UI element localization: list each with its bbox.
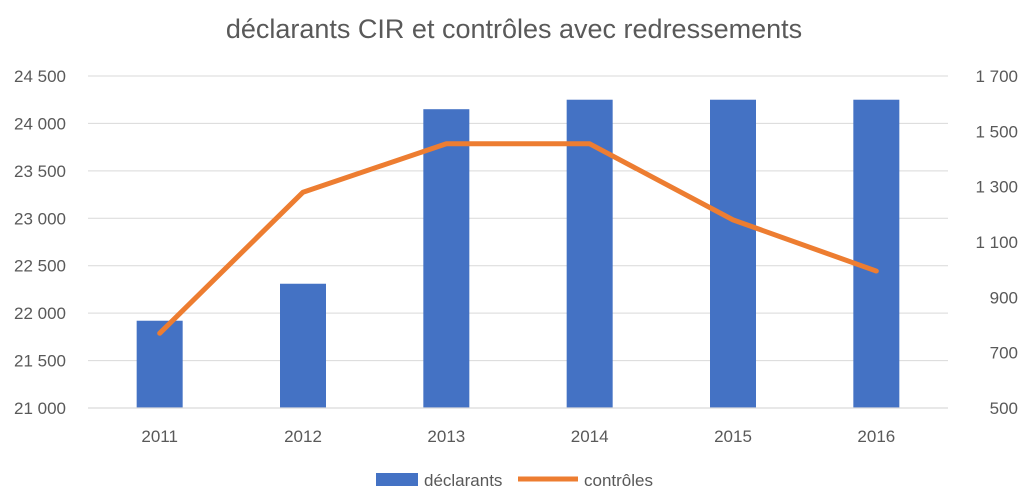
x-axis: 2011 2012 2013 2014 2015 2016: [88, 407, 948, 446]
gridlines: [88, 75, 948, 409]
bar-declarants-2015: [710, 99, 756, 408]
left-axis: 21 000 21 500 22 000 22 500 23 000 23 500 24 0…: [14, 67, 66, 418]
left-tick-label: 22 500: [14, 257, 66, 276]
x-tick-label: 2013: [427, 427, 465, 446]
left-tick-label: 21 500: [14, 352, 66, 371]
legend-label-controles: contrôles: [584, 471, 653, 490]
left-tick-label: 23 000: [14, 209, 66, 228]
x-tick-label: 2016: [857, 427, 895, 446]
legend: déclarants contrôles: [376, 471, 653, 490]
bar-declarants-2012: [280, 283, 326, 408]
x-tick-label: 2011: [141, 427, 178, 446]
left-tick-label: 24 500: [14, 67, 66, 86]
left-tick-label: 22 000: [14, 304, 66, 323]
right-tick-label: 1 700: [975, 67, 1018, 86]
legend-label-declarants: déclarants: [424, 471, 502, 490]
line-controles: [157, 141, 879, 336]
right-tick-label: 500: [990, 399, 1018, 418]
right-tick-label: 1 300: [975, 178, 1018, 197]
legend-swatch-declarants: [376, 473, 418, 486]
x-tick-label: 2015: [714, 427, 752, 446]
left-tick-label: 24 000: [14, 114, 66, 133]
x-tick-label: 2014: [571, 427, 609, 446]
line-series: [157, 141, 879, 336]
left-tick-label: 21 000: [14, 399, 66, 418]
chart-title: déclarants CIR et contrôles avec redress…: [226, 14, 802, 44]
right-tick-label: 900: [990, 288, 1018, 307]
right-axis: 500 700 900 1 100 1 300 1 500 1 700: [975, 67, 1018, 418]
right-tick-label: 700: [990, 344, 1018, 363]
right-tick-label: 1 100: [975, 233, 1018, 252]
bar-declarants-2013: [423, 109, 470, 408]
bar-declarants-2016: [853, 99, 900, 408]
right-tick-label: 1 500: [975, 122, 1018, 141]
bar-series: [136, 99, 900, 408]
x-tick-label: 2012: [284, 427, 322, 446]
left-tick-label: 23 500: [14, 162, 66, 181]
